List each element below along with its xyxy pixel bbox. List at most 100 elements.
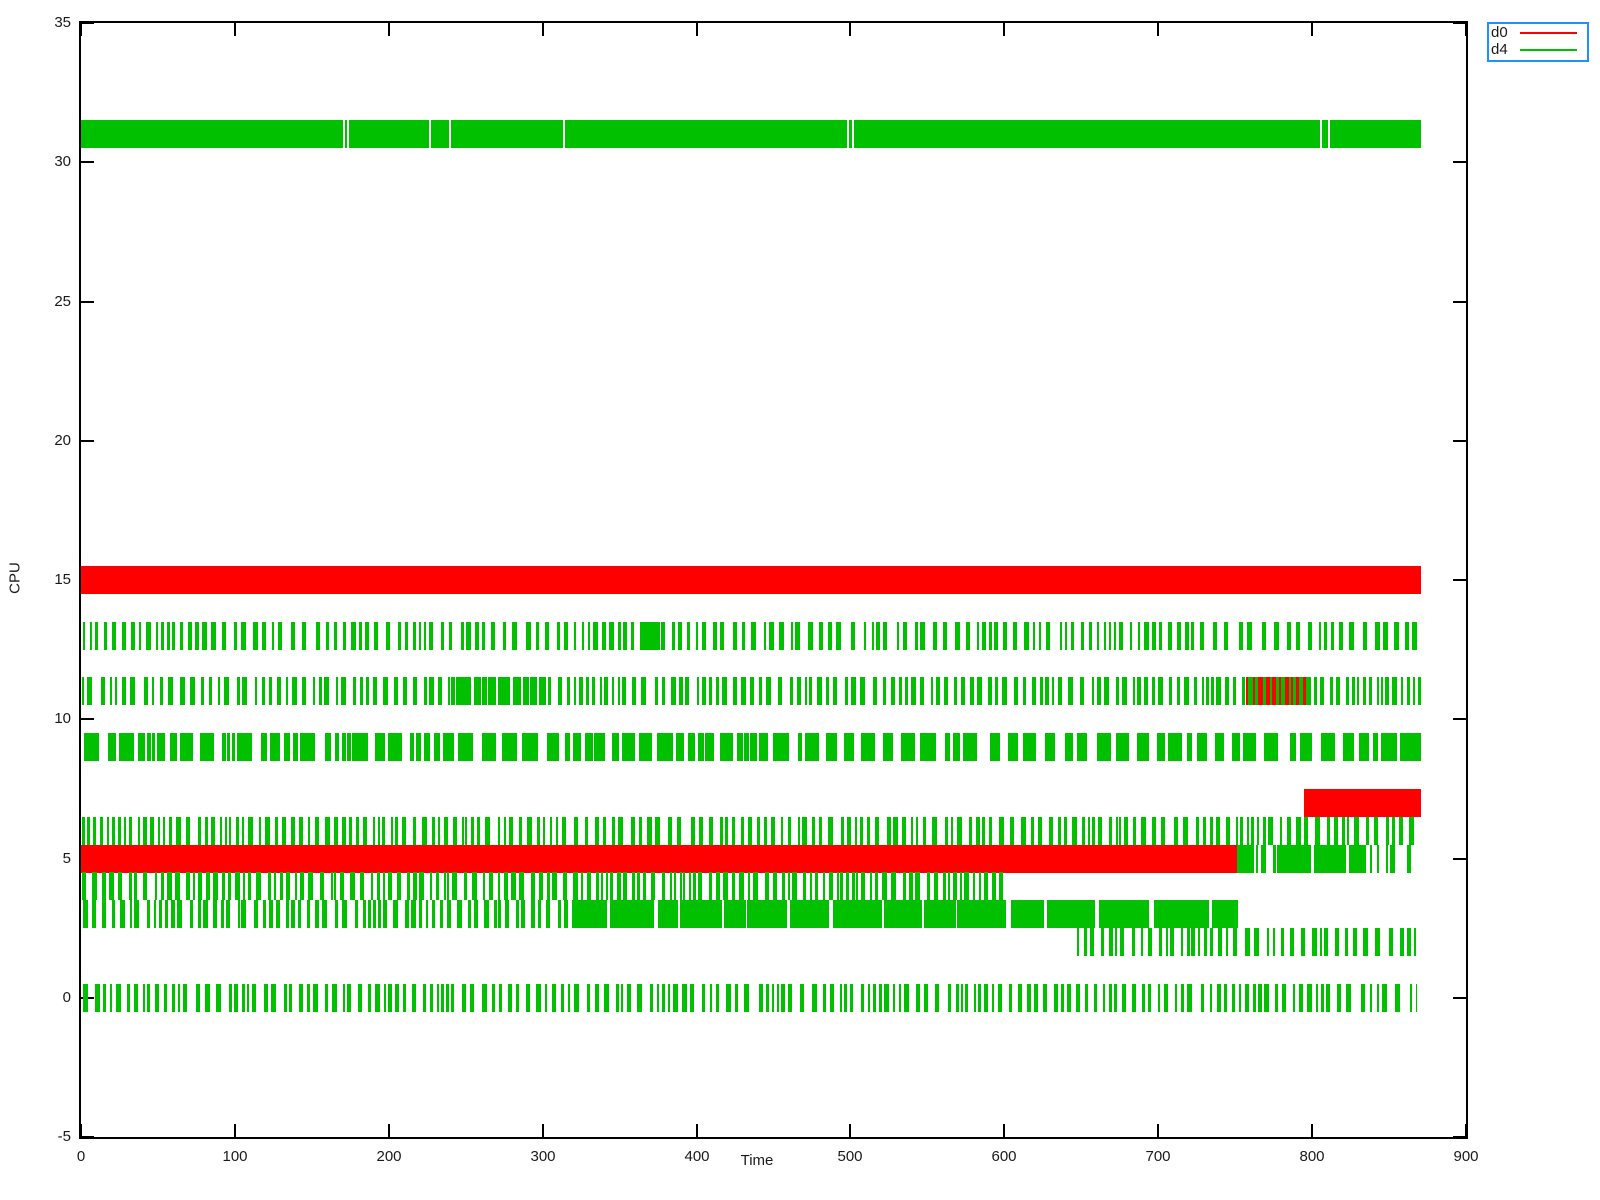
bar-segment [1115,928,1117,956]
bar-segment [868,984,870,1012]
bar-segment [195,622,199,650]
bar-segment [1211,677,1214,705]
bar-segment [1233,677,1236,705]
bar-segment [819,817,822,845]
bar-segment [1217,984,1221,1012]
bar-segment [1386,845,1388,873]
bar-segment [474,900,478,928]
bar-segment [662,984,665,1012]
y-tick-label: 5 [62,850,71,867]
bar-segment [343,622,346,650]
bar-segment [537,817,540,845]
bar-segment [977,677,982,705]
bar-segment [595,817,599,845]
bar-segment [324,677,329,705]
bar-segment [269,677,272,705]
bar-segment [491,622,495,650]
bar-segment [1033,622,1035,650]
bar-segment [1014,677,1018,705]
bar-segment [817,677,822,705]
bar-segment [183,984,187,1012]
y-tick-mark-right [1453,301,1466,303]
bar-segment [632,677,636,705]
bar-segment [419,872,424,900]
bar-segment [961,984,963,1012]
bar-segment [891,677,895,705]
bar-segment [1018,984,1022,1012]
bar-segment [272,622,274,650]
bar-segment [685,677,689,705]
bar-segment [284,733,290,761]
bar-segment [334,817,338,845]
bar-segment [1021,817,1026,845]
bar-gap [449,120,451,148]
bar-segment [190,677,195,705]
bar-segment [1104,677,1109,705]
bar-segment [1092,677,1094,705]
bar-segment [989,622,992,650]
bar-segment [342,900,347,928]
bar-segment [1245,984,1249,1012]
bar-segment [527,817,532,845]
bar-segment [705,733,714,761]
x-tick-mark [1311,1124,1313,1137]
bar-segment [977,622,979,650]
bar-segment [198,872,202,900]
bar-segment [222,733,226,761]
bar-segment [1157,733,1165,761]
x-tick-mark [849,1124,851,1137]
bar-segment [616,984,619,1012]
bar-segment [413,817,416,845]
bar-segment [300,733,315,761]
bar-segment [805,677,807,705]
bar-segment [122,677,126,705]
bar-segment [674,872,676,900]
bar-segment [1247,817,1249,845]
bar-segment [265,817,270,845]
bar-segment [766,677,771,705]
bar-segment [1049,817,1053,845]
bar-segment [587,984,590,1012]
bar-segment [188,622,192,650]
bar-segment [1142,984,1145,1012]
bar-segment [574,817,578,845]
bar-segment [1375,928,1380,956]
bar-segment [441,622,444,650]
bar-segment [499,984,502,1012]
bar-segment [618,677,620,705]
bar-segment [582,622,584,650]
bar-segment [422,817,427,845]
bar-segment [440,900,443,928]
bar-segment [976,817,980,845]
bar-segment [612,817,615,845]
bar-segment [1003,622,1007,650]
bar-segment [1216,677,1221,705]
bar-segment [815,872,818,900]
bar-segment [641,677,646,705]
cpu-row-11 [81,677,1466,705]
bar-segment [1319,622,1321,650]
bar-segment [1346,677,1349,705]
bar-segment [1337,984,1341,1012]
legend-label-d4: d4 [1491,41,1508,58]
bar-segment [432,900,435,928]
bar-segment [844,984,847,1012]
bar-segment [410,733,414,761]
bar-segment [393,900,398,928]
bar-segment [623,872,627,900]
bar-segment [1077,928,1079,956]
bar-segment [147,900,150,928]
bar-segment [573,733,581,761]
bar-segment [458,733,473,761]
bar-segment [771,817,775,845]
bar-segment [602,622,606,650]
bar-segment [873,677,877,705]
bar-segment [627,984,631,1012]
bar-segment [992,984,994,1012]
bar-segment [1109,928,1113,956]
bar-segment [1032,677,1036,705]
y-tick-label: 10 [54,710,71,727]
y-tick-label: -5 [57,1128,71,1145]
bar-segment [275,817,278,845]
bar-segment [870,872,872,900]
